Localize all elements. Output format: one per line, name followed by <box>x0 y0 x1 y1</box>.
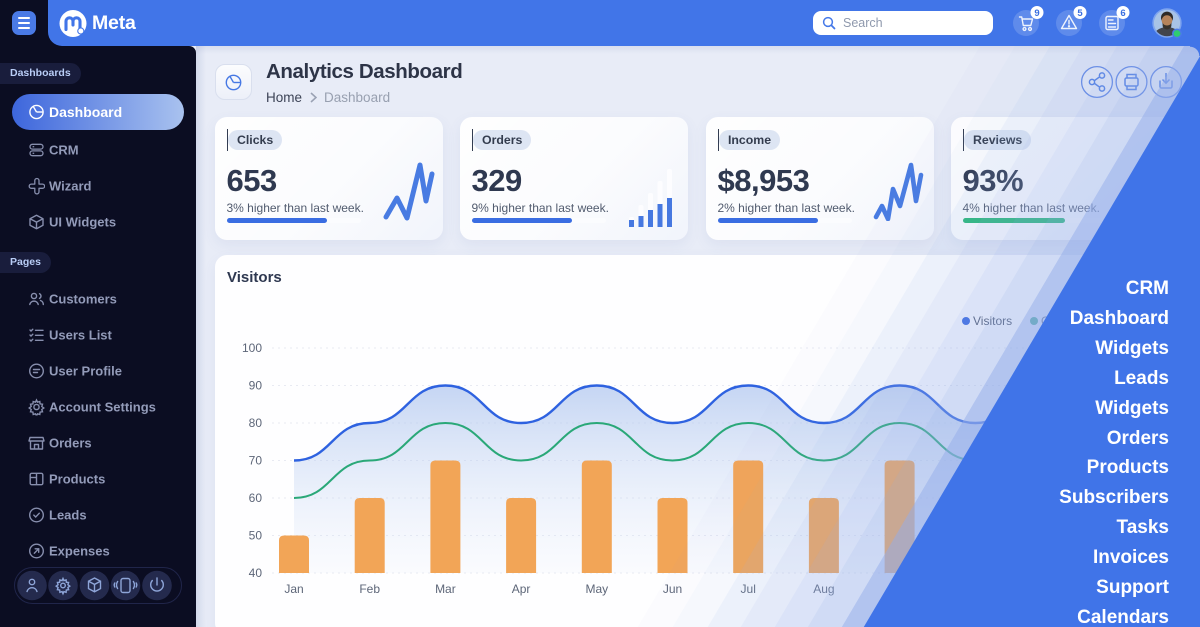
svg-text:Feb: Feb <box>359 582 380 596</box>
svg-text:Visitors: Visitors <box>227 269 282 286</box>
svg-text:Aug: Aug <box>813 582 834 596</box>
svg-text:60: 60 <box>249 491 263 505</box>
svg-text:Jan: Jan <box>284 582 303 596</box>
svg-text:Jun: Jun <box>663 582 682 596</box>
svg-text:5: 5 <box>1077 8 1083 19</box>
svg-text:9: 9 <box>1034 8 1039 19</box>
svg-text:100: 100 <box>242 341 262 355</box>
svg-text:70: 70 <box>249 454 263 468</box>
svg-text:80: 80 <box>249 416 263 430</box>
svg-text:40: 40 <box>249 566 263 580</box>
svg-text:Mar: Mar <box>435 582 456 596</box>
svg-text:Apr: Apr <box>512 582 531 596</box>
svg-text:May: May <box>585 582 608 596</box>
svg-text:50: 50 <box>249 529 263 543</box>
svg-text:Jul: Jul <box>741 582 756 596</box>
svg-text:90: 90 <box>249 379 263 393</box>
svg-text:Visitors: Visitors <box>973 314 1012 328</box>
svg-text:6: 6 <box>1120 8 1125 19</box>
